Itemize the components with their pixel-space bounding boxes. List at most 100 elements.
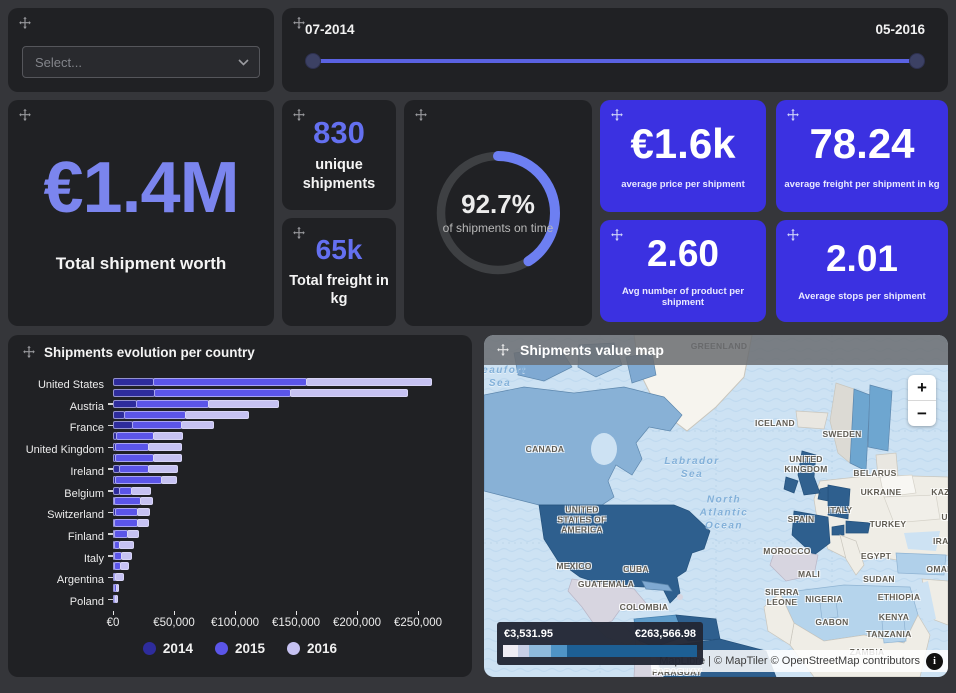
- axis-tick: [108, 403, 113, 405]
- avg-products-label: Avg number of product per shipment: [621, 285, 745, 308]
- bar-segment-2014[interactable]: [113, 378, 155, 386]
- bar-segment-2015[interactable]: [114, 497, 141, 506]
- chevron-down-icon: [238, 58, 249, 66]
- bar-row: [113, 551, 133, 560]
- germany-shape: [827, 484, 851, 520]
- drag-handle-icon[interactable]: [496, 343, 510, 357]
- bar-segment-2015[interactable]: [136, 399, 209, 408]
- zoom-out-button[interactable]: −: [917, 403, 927, 423]
- x-axis-label: €100,000: [211, 617, 259, 629]
- drag-handle-icon[interactable]: [18, 16, 32, 30]
- drag-handle-icon[interactable]: [414, 108, 428, 122]
- map-country-label: PARAGUAY: [652, 667, 702, 677]
- bar-segment-2016[interactable]: [305, 378, 433, 386]
- unique-shipments-value: 830: [313, 115, 365, 151]
- bar-segment-2016[interactable]: [118, 540, 134, 549]
- bar-segment-2016[interactable]: [153, 453, 183, 462]
- drag-handle-icon[interactable]: [292, 108, 306, 122]
- bar-segment-2015[interactable]: [115, 443, 150, 452]
- map-country-label: MEXICO: [556, 561, 592, 572]
- bar-segment-2015[interactable]: [132, 421, 183, 430]
- map-title: Shipments value map: [520, 342, 664, 358]
- bar-row: [113, 453, 183, 462]
- bar-segment-2016[interactable]: [115, 595, 119, 603]
- bar-row: [113, 529, 139, 538]
- bar-row: [113, 519, 150, 528]
- cuba-shape: [641, 580, 673, 592]
- bar-segment-2015[interactable]: [115, 475, 162, 484]
- range-start-label: 07-2014: [305, 22, 355, 37]
- total-freight-value: 65k: [315, 233, 363, 265]
- legend-item-2016[interactable]: 2016: [287, 641, 337, 656]
- bar-segment-2015[interactable]: [115, 508, 138, 517]
- bar-row: [113, 562, 129, 571]
- bar-segment-2016[interactable]: [139, 497, 153, 506]
- zoom-in-button[interactable]: +: [917, 377, 927, 397]
- bar-segment-2016[interactable]: [147, 464, 178, 473]
- bar-row: [113, 443, 183, 452]
- info-icon[interactable]: i: [926, 652, 943, 670]
- on-time-gauge-card: 92.7% of shipments on time: [404, 100, 592, 326]
- axis-tick: [108, 446, 113, 449]
- ukraine-shape: [883, 494, 941, 524]
- bar-segment-2015[interactable]: [154, 388, 291, 397]
- bar-segment-2014[interactable]: [113, 399, 138, 408]
- bar-segment-2016[interactable]: [121, 551, 133, 560]
- drag-handle-icon[interactable]: [786, 108, 800, 122]
- bar-segment-2014[interactable]: [113, 388, 156, 397]
- bar-segment-2016[interactable]: [148, 443, 183, 452]
- bar-segment-2016[interactable]: [184, 410, 249, 419]
- drag-handle-icon[interactable]: [786, 228, 800, 242]
- bar-row: [113, 432, 184, 441]
- filter-select[interactable]: Select...: [22, 46, 260, 78]
- on-time-label: of shipments on time: [442, 221, 554, 235]
- legend-label: 2014: [162, 641, 193, 656]
- bar-segment-2016[interactable]: [131, 486, 151, 495]
- bar-segment-2014[interactable]: [113, 421, 133, 430]
- bar-segment-2015[interactable]: [118, 486, 132, 495]
- finland-shape: [867, 384, 893, 452]
- bar-segment-2015[interactable]: [114, 519, 138, 528]
- bar-country-label: United Kingdom: [25, 444, 104, 457]
- bar-segment-2016[interactable]: [181, 421, 214, 430]
- bar-segment-2015[interactable]: [116, 432, 155, 441]
- map-attribution: MapLibre | © MapTiler © OpenStreetMap co…: [651, 650, 948, 672]
- bar-segment-2016[interactable]: [115, 584, 120, 593]
- bar-segment-2016[interactable]: [161, 475, 177, 484]
- bar-segment-2016[interactable]: [207, 399, 280, 408]
- map-color-legend: €3,531.95 €263,566.98: [497, 622, 703, 665]
- bar-segment-2016[interactable]: [115, 573, 125, 582]
- axis-tick: [108, 576, 113, 579]
- bar-segment-2016[interactable]: [136, 519, 150, 528]
- bar-country-label: Italy: [83, 552, 104, 565]
- legend-dot: [214, 642, 228, 655]
- bar-segment-2016[interactable]: [127, 529, 139, 538]
- slider-track[interactable]: [305, 53, 925, 69]
- bar-segment-2015[interactable]: [119, 464, 149, 473]
- bar-segment-2016[interactable]: [153, 432, 184, 441]
- map-ocean-label: Beaufort Sea: [484, 365, 527, 389]
- drag-handle-icon[interactable]: [292, 226, 306, 240]
- bar-segment-2015[interactable]: [124, 410, 186, 419]
- slider-handle-start[interactable]: [305, 53, 321, 69]
- bar-row: [113, 508, 150, 517]
- bar-row: [113, 486, 151, 495]
- bar-segment-2016[interactable]: [289, 388, 408, 397]
- drag-handle-icon[interactable]: [22, 345, 36, 359]
- bar-segment-2015[interactable]: [114, 529, 129, 538]
- mexico-shape: [567, 578, 647, 628]
- map-legend-max: €263,566.98: [634, 628, 696, 640]
- drag-handle-icon[interactable]: [18, 108, 32, 122]
- legend-item-2015[interactable]: 2015: [214, 641, 265, 656]
- drag-handle-icon[interactable]: [610, 228, 624, 242]
- color-scale-segment: [503, 645, 518, 657]
- bar-segment-2015[interactable]: [153, 378, 307, 386]
- bar-segment-2016[interactable]: [119, 562, 129, 571]
- drag-handle-icon[interactable]: [292, 16, 306, 30]
- on-time-gauge: 92.7% of shipments on time: [423, 138, 573, 288]
- slider-handle-end[interactable]: [909, 53, 925, 69]
- legend-item-2014[interactable]: 2014: [142, 641, 193, 656]
- bar-segment-2016[interactable]: [136, 508, 150, 517]
- bar-segment-2015[interactable]: [115, 453, 155, 462]
- drag-handle-icon[interactable]: [610, 108, 624, 122]
